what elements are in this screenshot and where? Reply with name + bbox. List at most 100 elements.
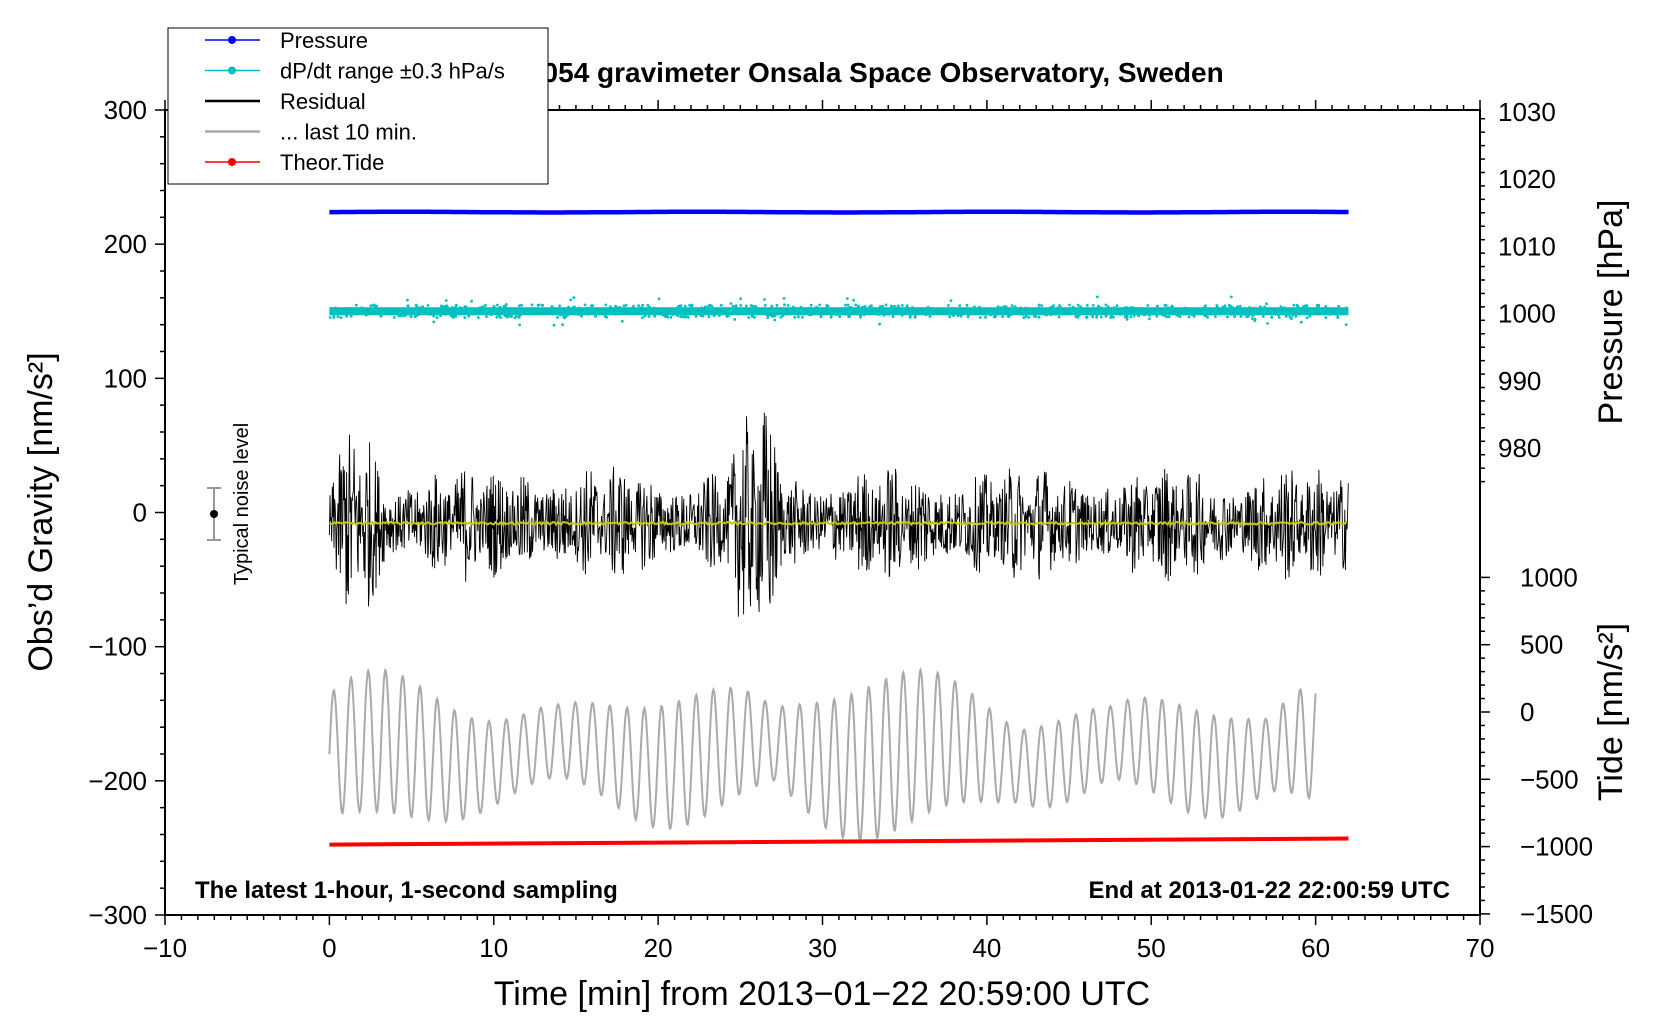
dpdt-point [1248, 308, 1252, 312]
dpdt-point [429, 308, 433, 312]
dpdt-point [583, 303, 587, 307]
dpdt-point [936, 308, 940, 311]
dpdt-point [646, 311, 650, 315]
dpdt-point [531, 310, 535, 314]
dpdt-point [846, 303, 850, 307]
dpdt-point [609, 305, 612, 309]
dpdt-point [371, 304, 375, 307]
dpdt-point [1317, 309, 1321, 312]
dpdt-point [1106, 305, 1110, 309]
dpdt-point [349, 314, 353, 318]
x-tick-label: 0 [322, 933, 336, 963]
dpdt-point [1099, 306, 1103, 310]
dpdt-point [585, 307, 589, 310]
dpdt-point [354, 312, 358, 315]
tide-tick-label: 1000 [1520, 562, 1578, 592]
dpdt-point [567, 305, 570, 309]
dpdt-point [1187, 315, 1191, 319]
dpdt-point [403, 310, 407, 313]
dpdt-point [1215, 304, 1219, 307]
dpdt-point [441, 310, 444, 314]
dpdt-point [693, 308, 696, 312]
dpdt-point [1065, 308, 1068, 311]
dpdt-point [1155, 314, 1159, 318]
dpdt-point [1009, 312, 1013, 316]
dpdt-band [329, 307, 1349, 316]
dpdt-point [671, 313, 675, 316]
dpdt-point [881, 304, 884, 308]
dpdt-point [1071, 305, 1075, 309]
dpdt-point [365, 313, 369, 316]
dpdt-point [379, 314, 383, 318]
annotation-end-time: End at 2013-01-22 22:00:59 UTC [1089, 877, 1451, 904]
dpdt-point [1298, 311, 1301, 315]
dpdt-point [485, 315, 488, 318]
dpdt-point [839, 312, 843, 315]
dpdt-point [414, 314, 418, 318]
dpdt-point [862, 306, 866, 309]
dpdt-point [1223, 306, 1227, 310]
dpdt-point [798, 311, 802, 314]
dpdt-point [432, 314, 436, 318]
dpdt-point [681, 315, 685, 319]
dpdt-point [1023, 309, 1027, 313]
dpdt-point [717, 311, 721, 315]
dpdt-point [901, 307, 905, 311]
dpdt-point [1021, 313, 1025, 316]
dpdt-point [950, 306, 954, 310]
dpdt-point [556, 316, 559, 319]
dpdt-point [556, 308, 559, 312]
dpdt-point [1221, 305, 1225, 309]
dpdt-point [1286, 309, 1290, 313]
dpdt-point [1146, 304, 1150, 307]
dpdt-point [653, 308, 657, 312]
dpdt-point [852, 298, 855, 302]
dpdt-point [339, 308, 343, 312]
dpdt-point [476, 309, 480, 312]
dpdt-point [580, 314, 583, 318]
dpdt-point [773, 314, 777, 317]
dpdt-point [1317, 305, 1320, 309]
dpdt-point [841, 308, 844, 311]
dpdt-point [676, 306, 679, 309]
dpdt-point [407, 309, 411, 312]
dpdt-point [779, 315, 783, 319]
dpdt-point [898, 309, 902, 313]
dpdt-point [439, 308, 443, 312]
dpdt-point [1058, 304, 1061, 307]
dpdt-point [1183, 306, 1187, 310]
dpdt-point [620, 319, 624, 323]
dpdt-point [616, 312, 620, 316]
dpdt-point [1024, 312, 1028, 316]
dpdt-point [770, 304, 774, 308]
dpdt-point [1104, 312, 1108, 315]
dpdt-point [1095, 307, 1099, 310]
dpdt-point [353, 308, 357, 311]
dpdt-point [929, 307, 933, 310]
dpdt-point [613, 312, 617, 316]
dpdt-point [458, 306, 462, 309]
dpdt-point [694, 310, 698, 314]
dpdt-point [783, 303, 786, 307]
dpdt-point [989, 313, 992, 317]
dpdt-point [657, 297, 661, 301]
legend-items: Pressure dP/dt range ±0.3 hPa/s Residual..… [205, 28, 505, 175]
dpdt-point [703, 310, 707, 313]
dpdt-point [700, 306, 704, 310]
dpdt-point [496, 308, 500, 312]
dpdt-point [1252, 306, 1255, 310]
dpdt-point [714, 307, 717, 311]
dpdt-point [1236, 305, 1239, 308]
dpdt-point [892, 307, 895, 311]
dpdt-point [498, 306, 502, 310]
dpdt-point [894, 309, 898, 312]
dpdt-point [1211, 307, 1215, 311]
dpdt-point [984, 315, 987, 319]
dpdt-point [530, 303, 534, 307]
dpdt-point [868, 305, 871, 309]
dpdt-point [1145, 309, 1149, 313]
dpdt-point [725, 311, 729, 314]
dpdt-point [377, 311, 381, 315]
dpdt-point [597, 311, 601, 314]
dpdt-point [423, 308, 427, 311]
